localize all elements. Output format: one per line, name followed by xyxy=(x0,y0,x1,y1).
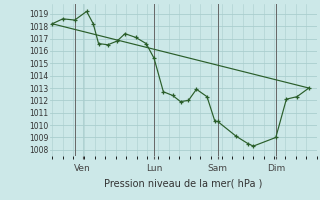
X-axis label: Pression niveau de la mer( hPa ): Pression niveau de la mer( hPa ) xyxy=(104,178,262,188)
